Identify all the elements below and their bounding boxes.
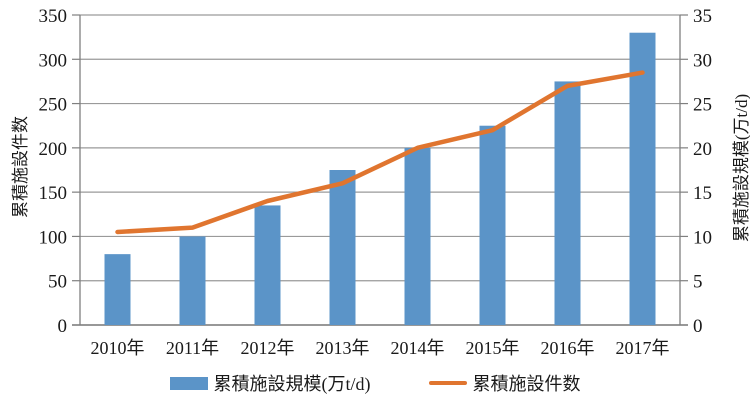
x-label-2016年: 2016年 bbox=[541, 338, 595, 358]
line-series bbox=[115, 70, 645, 235]
right-tick-label-30: 30 bbox=[693, 50, 712, 71]
line-series-swatch bbox=[428, 381, 467, 385]
right-tick-label-5: 5 bbox=[693, 272, 703, 293]
x-label-2011年: 2011年 bbox=[166, 338, 219, 358]
legend-label-bar-series: 累積施設規模(万t/d) bbox=[213, 374, 371, 394]
legend-item-line-series: 累積施設件数 bbox=[428, 370, 581, 396]
legend-item-bar-series: 累積施設規模(万t/d) bbox=[169, 370, 371, 396]
left-tick-label-0: 0 bbox=[58, 316, 68, 337]
right-tick-label-0: 0 bbox=[693, 316, 703, 337]
bar-2014年 bbox=[404, 147, 431, 325]
bar-2015年 bbox=[479, 125, 506, 325]
bar-2010年 bbox=[104, 254, 131, 325]
left-tick-label-100: 100 bbox=[39, 227, 68, 248]
bar-2013年 bbox=[329, 170, 356, 325]
x-label-2014年: 2014年 bbox=[391, 338, 445, 358]
right-tick-label-35: 35 bbox=[693, 6, 712, 27]
bar-2017年 bbox=[629, 32, 656, 325]
right-tick-label-10: 10 bbox=[693, 227, 712, 248]
bar-2012年 bbox=[254, 205, 281, 325]
x-label-2017年: 2017年 bbox=[616, 338, 670, 358]
legend-label-line-series: 累積施設件数 bbox=[472, 374, 581, 394]
x-label-2013年: 2013年 bbox=[316, 338, 370, 358]
left-tick-label-50: 50 bbox=[48, 272, 67, 293]
bar-2011年 bbox=[179, 236, 206, 325]
right-tick-label-25: 25 bbox=[693, 95, 712, 116]
left-tick-label-300: 300 bbox=[39, 50, 68, 71]
x-label-2010年: 2010年 bbox=[91, 338, 145, 358]
x-label-2012年: 2012年 bbox=[241, 338, 295, 358]
left-tick-label-150: 150 bbox=[39, 183, 68, 204]
left-tick-label-350: 350 bbox=[39, 6, 68, 27]
left-tick-label-250: 250 bbox=[39, 95, 68, 116]
right-tick-label-15: 15 bbox=[693, 183, 712, 204]
left-tick-label-200: 200 bbox=[39, 139, 68, 160]
bar-series-swatch bbox=[169, 376, 208, 390]
right-tick-label-20: 20 bbox=[693, 139, 712, 160]
right-axis-title: 累積施設規模(万t/d) bbox=[732, 93, 750, 243]
legend: 累積施設規模(万t/d) 累積施設件数 bbox=[0, 370, 750, 396]
left-axis-title: 累積施設件数 bbox=[11, 116, 30, 218]
bar-2016年 bbox=[554, 81, 581, 325]
x-label-2015年: 2015年 bbox=[466, 338, 520, 358]
